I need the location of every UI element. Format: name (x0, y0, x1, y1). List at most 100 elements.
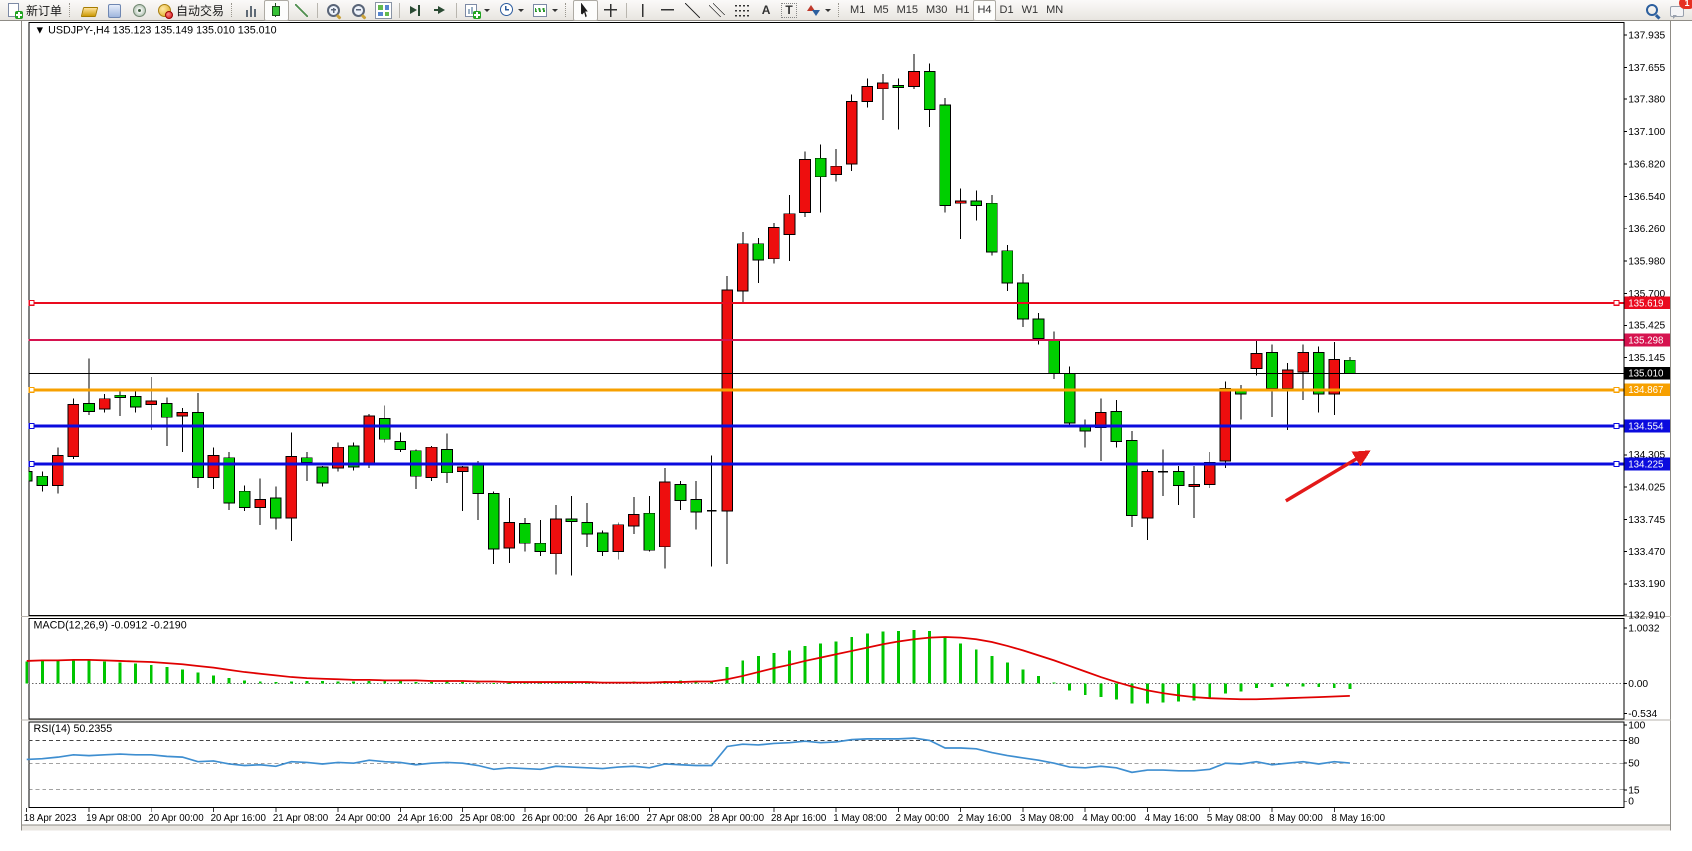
macd-histogram-bar (1254, 683, 1258, 689)
candle-bear (114, 394, 126, 399)
signal-icon (131, 2, 148, 19)
hline-handle[interactable] (1613, 386, 1620, 393)
candle-bear (892, 84, 905, 89)
candle-bear (161, 402, 173, 418)
tf-d1-button[interactable]: D1 (996, 0, 1018, 21)
cursor-icon (577, 2, 594, 19)
chart-area[interactable]: 1.0032 0.00 -0.534 MACD(12,26,9) -0.0912 -0… (0, 21, 1692, 851)
hline-handle[interactable] (1613, 461, 1620, 468)
hline-handle[interactable] (28, 461, 35, 468)
price-label-text: 134.554 (1628, 421, 1664, 432)
candle-bear (814, 157, 827, 178)
price-axis-label: 137.380 (1628, 95, 1665, 106)
rsi-axis-label: 100 (1628, 721, 1645, 732)
price-axis-label: 134.305 (1628, 450, 1665, 461)
candle-bull (1250, 353, 1263, 370)
candle-bull (1281, 369, 1294, 389)
fibonacci-tool-button[interactable] (730, 0, 755, 21)
price-axis-label: 133.745 (1628, 515, 1665, 526)
new-chart-button[interactable] (460, 0, 494, 21)
time-axis-label: 27 Apr 08:00 (646, 813, 702, 824)
candle-bear (923, 71, 936, 111)
tf-m1-button[interactable]: M1 (846, 0, 869, 21)
auto-scroll-button[interactable] (428, 0, 453, 21)
market-watch-button[interactable] (77, 0, 102, 21)
periods-button[interactable] (494, 0, 528, 21)
candle-bull (659, 481, 671, 548)
templates-button[interactable] (528, 0, 562, 21)
hline-handle[interactable] (1613, 299, 1620, 306)
autotrade-button[interactable]: 自动交易 (152, 0, 228, 21)
chart-shift-button[interactable] (403, 0, 428, 21)
macd-histogram-bar (336, 681, 340, 684)
macd-histogram-bar (429, 682, 433, 684)
candlestick-chart-button[interactable] (264, 0, 290, 21)
zoom-out-button[interactable] (346, 0, 371, 21)
autotrade-label: 自动交易 (176, 3, 225, 18)
chevron-down-icon (825, 9, 832, 15)
macd-histogram-bar (289, 681, 293, 684)
vertical-line-tool-button[interactable] (630, 0, 655, 21)
candle-bear (596, 532, 609, 552)
candle-bear (83, 402, 95, 412)
candle-bear (1063, 372, 1076, 424)
tf-h1-button[interactable]: H1 (951, 0, 973, 21)
tf-mn-button[interactable]: MN (1042, 0, 1067, 21)
bar-chart-button[interactable] (239, 0, 264, 21)
price-axis[interactable]: 137.935 137.655 137.380 137.100 136.820 136.5… (1623, 30, 1666, 621)
macd-histogram-bar (1223, 683, 1227, 694)
chevron-down-icon (518, 9, 525, 15)
tf-m1-label: M1 (850, 4, 866, 16)
time-axis[interactable]: 18 Apr 2023 19 Apr 08:00 20 Apr 00:00 20 Ap… (24, 808, 1386, 824)
text-tool-button[interactable]: A (755, 0, 777, 21)
trendline-icon (684, 1, 702, 19)
price-axis-label: 136.540 (1628, 192, 1665, 203)
candle-bear (519, 523, 531, 544)
channel-tool-button[interactable] (705, 0, 730, 21)
crosshair-tool-button[interactable] (598, 0, 623, 21)
hline-handle[interactable] (28, 386, 35, 393)
zoom-in-button[interactable] (321, 0, 346, 21)
tf-m5-button[interactable]: M5 (869, 0, 892, 21)
horizontal-line-tool-button[interactable] (655, 0, 680, 21)
time-axis-label: 25 Apr 08:00 (460, 813, 516, 824)
time-axis-label: 28 Apr 00:00 (709, 813, 765, 824)
trendline-tool-button[interactable] (680, 0, 705, 21)
candle-bear (1032, 318, 1045, 340)
template-icon (532, 2, 549, 19)
arrows-tool-button[interactable] (801, 0, 835, 21)
line-chart-button[interactable] (289, 0, 314, 21)
candle-bear (36, 475, 49, 486)
price-label-text: 134.225 (1628, 459, 1664, 470)
bar-chart-icon (243, 1, 261, 19)
text-label-tool-button[interactable]: T (777, 0, 801, 21)
rsi-header: RSI(14) 50.2355 (34, 723, 113, 735)
tf-m30-button[interactable]: M30 (922, 0, 951, 21)
tf-h4-button[interactable]: H4 (973, 0, 996, 21)
macd-histogram-bar (398, 680, 402, 684)
new-order-button[interactable]: 新订单 (2, 0, 66, 21)
tf-m15-button[interactable]: M15 (893, 0, 922, 21)
candle-bull (425, 446, 438, 478)
candle-bull (1203, 461, 1216, 485)
notifications-button[interactable]: 1 (1665, 0, 1692, 21)
hline-handle[interactable] (28, 299, 35, 306)
tile-windows-icon (375, 1, 393, 19)
signals-button[interactable] (127, 0, 152, 21)
candle-bull (845, 101, 858, 165)
candle-bear (192, 412, 204, 478)
price-label-text: 135.619 (1628, 298, 1663, 309)
search-button[interactable] (1640, 0, 1665, 21)
search-icon (1644, 2, 1661, 19)
rsi-axis-label: 0 (1628, 797, 1634, 808)
macd-histogram-bar (40, 660, 44, 684)
price-axis-label: 135.145 (1628, 353, 1665, 364)
macd-histogram-bar (756, 655, 760, 684)
hline-handle[interactable] (1613, 423, 1620, 430)
terminal-button[interactable] (102, 0, 127, 21)
tile-windows-button[interactable] (371, 0, 396, 21)
tf-w1-button[interactable]: W1 (1018, 0, 1043, 21)
cursor-tool-button[interactable] (573, 0, 599, 21)
trend-arrow-annotation[interactable] (1284, 450, 1371, 503)
hline-handle[interactable] (28, 423, 35, 430)
